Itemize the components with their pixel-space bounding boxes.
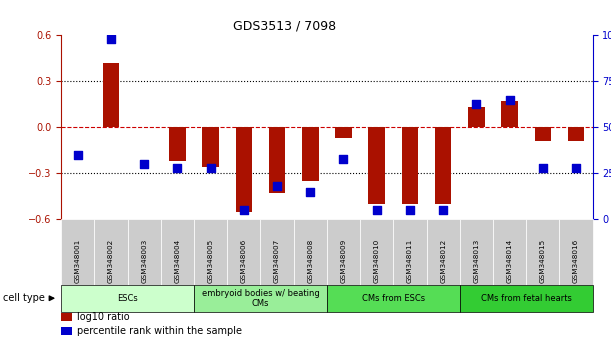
Bar <box>459 285 593 312</box>
Bar <box>360 219 393 285</box>
Point <box>505 97 514 103</box>
Text: GSM348002: GSM348002 <box>108 239 114 283</box>
Bar <box>501 101 518 127</box>
Point <box>472 101 481 106</box>
Bar <box>128 219 161 285</box>
Bar <box>235 127 252 212</box>
Point <box>538 165 547 171</box>
Bar <box>568 127 584 141</box>
Point <box>405 207 415 213</box>
Text: GSM348005: GSM348005 <box>208 239 214 283</box>
Text: CMs from ESCs: CMs from ESCs <box>362 294 425 303</box>
Text: GSM348003: GSM348003 <box>141 239 147 283</box>
Text: GSM348015: GSM348015 <box>540 239 546 283</box>
Bar <box>435 127 452 204</box>
Bar <box>393 219 426 285</box>
Text: GSM348013: GSM348013 <box>474 239 480 283</box>
Bar <box>161 219 194 285</box>
Point <box>272 183 282 189</box>
Bar <box>94 219 128 285</box>
Bar <box>227 219 260 285</box>
Point <box>338 156 348 161</box>
Text: GSM348012: GSM348012 <box>440 239 446 283</box>
Text: GSM348016: GSM348016 <box>573 239 579 283</box>
Bar <box>327 219 360 285</box>
Bar <box>294 219 327 285</box>
Bar <box>61 285 194 312</box>
Point <box>239 207 249 213</box>
Bar <box>468 108 485 127</box>
Text: cell type: cell type <box>3 293 54 303</box>
Text: GSM348001: GSM348001 <box>75 239 81 283</box>
Text: GSM348006: GSM348006 <box>241 239 247 283</box>
Text: GSM348011: GSM348011 <box>407 239 413 283</box>
Text: GSM348014: GSM348014 <box>507 239 513 283</box>
Bar <box>194 285 327 312</box>
Text: embryoid bodies w/ beating
CMs: embryoid bodies w/ beating CMs <box>202 289 320 308</box>
Text: ESCs: ESCs <box>117 294 138 303</box>
Bar <box>194 219 227 285</box>
Bar <box>535 127 551 141</box>
Text: GSM348004: GSM348004 <box>174 239 180 283</box>
Point <box>106 36 116 42</box>
Bar <box>61 219 94 285</box>
Bar <box>526 219 560 285</box>
Point <box>172 165 182 171</box>
Text: percentile rank within the sample: percentile rank within the sample <box>77 326 242 336</box>
Text: GSM348010: GSM348010 <box>374 239 379 283</box>
Point <box>206 165 216 171</box>
Bar <box>426 219 459 285</box>
Bar <box>401 127 419 204</box>
Bar <box>61 313 72 321</box>
Bar <box>327 285 459 312</box>
Title: GDS3513 / 7098: GDS3513 / 7098 <box>233 20 336 33</box>
Bar <box>459 219 493 285</box>
Point <box>73 152 82 158</box>
Bar <box>335 127 352 138</box>
Bar <box>302 127 318 181</box>
Point <box>139 161 149 167</box>
Text: GSM348008: GSM348008 <box>307 239 313 283</box>
Point <box>372 207 382 213</box>
Bar <box>260 219 294 285</box>
Bar <box>269 127 285 193</box>
Bar <box>61 327 72 335</box>
Point <box>438 207 448 213</box>
Text: GSM348009: GSM348009 <box>340 239 346 283</box>
Text: GSM348007: GSM348007 <box>274 239 280 283</box>
Bar <box>103 63 119 127</box>
Point <box>571 165 581 171</box>
Bar <box>368 127 385 204</box>
Text: CMs from fetal hearts: CMs from fetal hearts <box>481 294 572 303</box>
Text: log10 ratio: log10 ratio <box>77 312 130 322</box>
Bar <box>202 127 219 167</box>
Bar <box>560 219 593 285</box>
Point <box>306 189 315 195</box>
Bar <box>493 219 526 285</box>
Bar <box>169 127 186 161</box>
